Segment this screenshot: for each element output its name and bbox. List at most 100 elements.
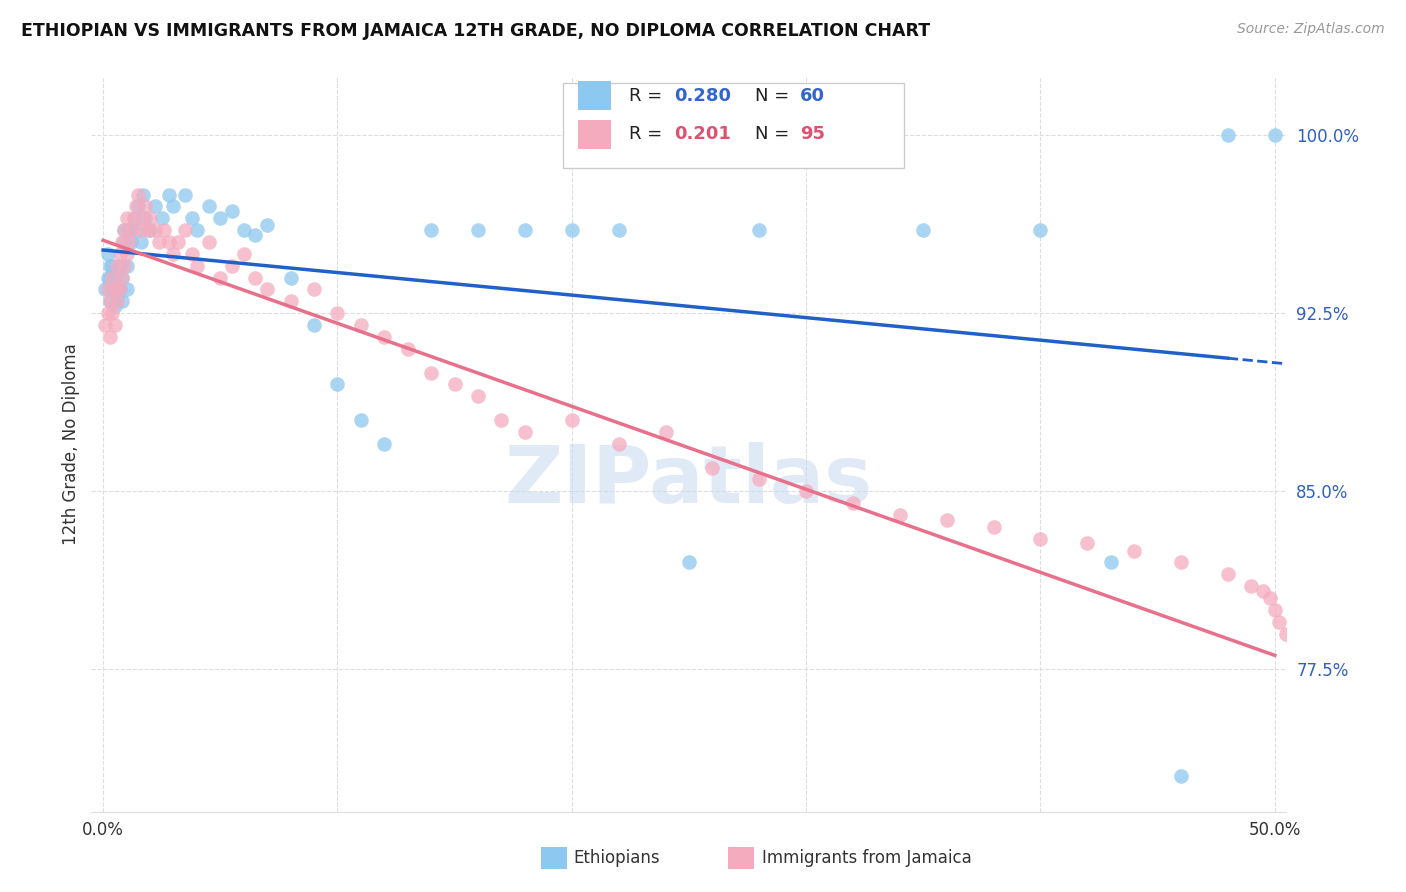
Point [197,199,219,213]
Point [326,306,349,320]
Point [98,294,121,309]
Point [302,283,325,297]
Point [513,223,536,237]
Text: N =: N = [755,87,794,104]
Point [209,211,232,226]
Point [104,299,127,313]
Point [120,223,142,237]
Point [373,330,395,344]
Point [105,289,128,303]
Point [132,211,155,226]
Point [794,484,817,499]
Point [101,270,124,285]
Point [350,413,373,427]
Point [221,204,243,219]
Point [115,211,138,226]
Point [1258,591,1281,605]
Point [108,283,131,297]
Point [935,513,957,527]
Point [129,235,152,249]
Point [280,294,302,309]
Text: 0.280: 0.280 [675,87,731,104]
Point [467,223,489,237]
Point [373,436,395,450]
Point [842,496,865,510]
Text: Source: ZipAtlas.com: Source: ZipAtlas.com [1237,22,1385,37]
Point [125,199,148,213]
Point [912,223,935,237]
Point [111,294,134,309]
Point [209,270,232,285]
Point [112,259,135,273]
Point [157,187,180,202]
Point [132,187,155,202]
Point [112,223,135,237]
Point [654,425,676,439]
Point [1405,710,1406,724]
Point [561,223,583,237]
Point [181,247,204,261]
Text: ZIPatlas: ZIPatlas [505,442,873,519]
Point [98,330,121,344]
Point [748,223,770,237]
Point [143,223,166,237]
Point [467,389,489,403]
Point [108,247,131,261]
Point [607,436,630,450]
Point [256,219,278,233]
Point [139,223,162,237]
Point [245,227,267,242]
Point [245,270,267,285]
Point [1240,579,1263,593]
Point [561,413,583,427]
Point [167,235,190,249]
Point [1170,769,1192,783]
Point [136,223,159,237]
Point [702,460,724,475]
Point [221,259,243,273]
Point [1310,662,1333,676]
Y-axis label: 12th Grade, No Diploma: 12th Grade, No Diploma [62,343,80,545]
Point [326,377,349,392]
Point [94,318,117,332]
Point [396,342,419,356]
Point [1076,536,1098,550]
Point [120,235,142,249]
Point [1123,543,1146,558]
Point [148,235,170,249]
Point [108,283,131,297]
Point [280,270,302,285]
Point [101,306,124,320]
Point [108,259,131,273]
Point [97,283,120,297]
Point [186,259,208,273]
Point [1334,674,1357,689]
Point [174,187,197,202]
Point [1029,532,1052,546]
Point [162,199,184,213]
Point [98,270,121,285]
FancyBboxPatch shape [564,83,904,168]
Point [101,283,124,297]
Point [889,508,911,522]
Point [1299,650,1322,665]
Point [115,259,138,273]
Point [111,270,134,285]
Point [420,366,443,380]
Point [607,223,630,237]
Point [513,425,536,439]
Point [150,211,173,226]
Point [104,318,127,332]
Point [1029,223,1052,237]
Text: N =: N = [755,126,794,144]
Point [1286,639,1309,653]
Point [174,223,197,237]
Bar [578,81,612,111]
Point [157,235,180,249]
Point [104,276,127,290]
Point [983,520,1005,534]
Point [1264,603,1286,617]
Point [143,199,166,213]
Point [118,223,141,237]
Point [134,199,156,213]
